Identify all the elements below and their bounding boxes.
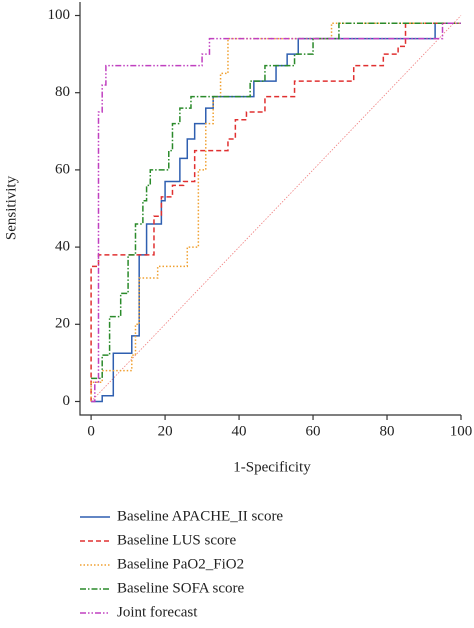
x-tick-label: 100 [450,423,473,439]
x-axis-label: 1-Specificity [233,459,311,475]
x-tick-label: 60 [306,423,321,439]
y-tick-label: 20 [55,316,70,332]
legend-label: Joint forecast [117,604,198,620]
legend-label: Baseline APACHE_II score [117,508,283,524]
x-tick-label: 20 [158,423,173,439]
y-tick-label: 80 [55,84,70,100]
legend-label: Baseline LUS score [117,532,236,548]
y-tick-label: 60 [55,161,70,177]
roc-line [91,22,461,380]
x-tick-label: 40 [232,423,247,439]
roc-line [91,22,461,403]
y-tick-label: 40 [55,239,70,255]
legend-label: Baseline PaO2_FiO2 [117,556,244,572]
y-axis-label: Sensitivity [3,175,19,240]
y-tick-label: 0 [63,393,71,409]
axes [79,2,461,416]
roc-line [91,22,461,403]
legend-label: Baseline SOFA score [117,580,245,596]
roc-line [90,22,461,402]
x-tick-label: 80 [380,423,395,439]
roc-line [90,22,461,402]
x-tick-label: 0 [87,423,95,439]
reference-line [90,15,462,402]
y-tick-label: 100 [48,7,71,23]
